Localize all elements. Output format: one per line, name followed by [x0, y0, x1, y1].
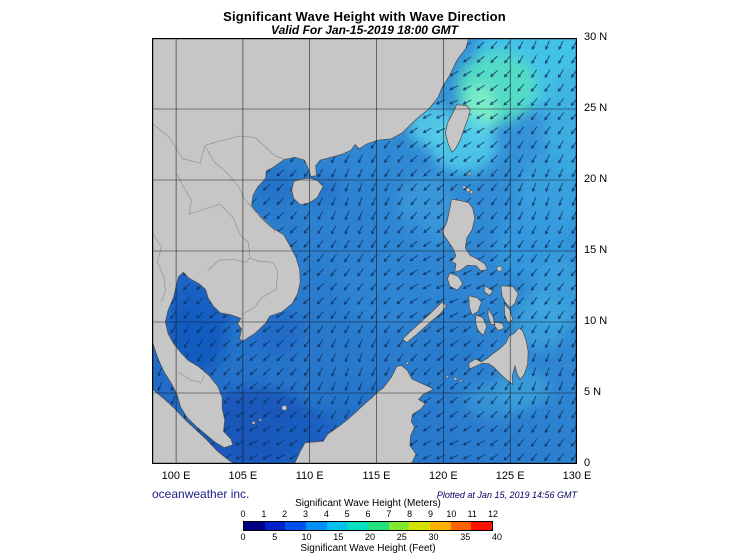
- map-area: [152, 38, 577, 464]
- meter-tick-label: 11: [467, 509, 477, 519]
- meter-tick-label: 5: [344, 509, 350, 519]
- meter-tick-label: 6: [365, 509, 371, 519]
- country-border: [204, 145, 276, 233]
- lon-tick-label: 110 E: [295, 470, 324, 482]
- feet-tick-label: 20: [364, 532, 376, 542]
- meter-tick-label: 8: [407, 509, 413, 519]
- land-mindoro: [447, 272, 464, 291]
- land-palawan: [402, 301, 448, 344]
- map-canvas: [152, 38, 577, 464]
- small-island: [467, 171, 472, 176]
- oceanweather-credit: oceanweather inc.: [152, 487, 250, 501]
- lat-tick-label: 20 N: [584, 173, 608, 185]
- feet-tick-label: 0: [240, 532, 246, 542]
- colorbar-segment: [388, 522, 410, 530]
- meter-tick-label: 0: [240, 509, 246, 519]
- feet-tick-label: 30: [428, 532, 439, 542]
- small-island: [496, 266, 503, 272]
- small-island: [469, 190, 474, 194]
- colorbar-segment: [471, 522, 493, 530]
- meter-tick-label: 9: [427, 509, 434, 519]
- land-luzon: [441, 198, 489, 273]
- colorbar-segment: [430, 522, 451, 530]
- feet-tick-label: 15: [333, 532, 344, 542]
- feet-tick-label: 5: [272, 532, 278, 542]
- lon-tick-label: 105 E: [228, 470, 258, 482]
- chart-title: Significant Wave Height with Wave Direct…: [223, 9, 506, 24]
- land-cebu: [487, 307, 496, 326]
- country-border: [240, 257, 278, 316]
- colorbar-title-meters: Significant Wave Height (Meters): [295, 498, 441, 509]
- feet-tick-label: 25: [396, 532, 407, 542]
- feet-tick-label: 35: [460, 532, 471, 542]
- small-island: [453, 377, 458, 381]
- meter-tick-label: 10: [446, 509, 457, 519]
- meter-tick-label: 4: [323, 509, 329, 519]
- meter-tick-label: 12: [487, 509, 499, 519]
- land-samar: [500, 285, 519, 309]
- country-border: [152, 122, 206, 164]
- lon-tick-label: 130 E: [562, 470, 592, 482]
- small-island: [281, 405, 288, 411]
- meter-tick-label: 2: [282, 509, 288, 519]
- colorbar-segment: [409, 522, 431, 530]
- small-island: [405, 361, 409, 365]
- colorbar-gradient: [243, 521, 493, 531]
- lon-tick-label: 125 E: [495, 470, 525, 482]
- lon-tick-label: 100 E: [161, 470, 191, 482]
- feet-tick-label: 40: [491, 532, 503, 542]
- land-bohol: [494, 321, 505, 331]
- colorbar-segment: [285, 522, 307, 530]
- lat-tick-label: 30 N: [584, 31, 608, 43]
- small-island: [459, 379, 463, 383]
- country-border: [207, 257, 251, 272]
- colorbar-meter-ticks: 0 1 2 3 4 5 6 7 8 9 10 11 12: [240, 509, 498, 520]
- lon-tick-label: 120 E: [428, 470, 458, 482]
- map-frame: [152, 38, 577, 464]
- lat-tick-label: 0: [584, 457, 591, 469]
- colorbar-segment: [264, 522, 286, 530]
- country-border: [205, 135, 284, 159]
- lat-tick-label: 5 N: [584, 386, 602, 398]
- land-borneo: [293, 364, 435, 464]
- small-island: [258, 418, 262, 422]
- chart-subtitle: Valid For Jan-15-2019 18:00 GMT: [271, 23, 458, 37]
- colorbar-segment: [368, 522, 389, 530]
- land-masbate: [483, 285, 494, 297]
- meter-tick-label: 7: [386, 509, 392, 519]
- colorbar-segment: [306, 522, 327, 530]
- lat-tick-label: 15 N: [584, 244, 608, 256]
- small-island: [251, 421, 256, 425]
- colorbar-segment: [244, 522, 265, 530]
- meter-tick-label: 3: [302, 509, 309, 519]
- land-taiwan: [445, 104, 471, 153]
- country-border: [177, 371, 205, 383]
- land-sumatra: [152, 388, 236, 464]
- plotted-timestamp: Plotted at Jan 15, 2019 14:56 GMT: [436, 490, 577, 500]
- meter-tick-label: 1: [261, 509, 267, 519]
- colorbar-segment: [347, 522, 369, 530]
- small-island: [465, 187, 471, 193]
- land-mindanao: [468, 327, 529, 386]
- country-border: [177, 174, 251, 259]
- colorbar-feet-ticks: 0 5 10 15 20 25 30 35 40: [240, 532, 502, 543]
- lon-tick-label: 115 E: [362, 470, 391, 482]
- colorbar-segment: [450, 522, 472, 530]
- lat-tick-label: 10 N: [584, 315, 608, 327]
- small-island: [445, 375, 449, 379]
- country-border: [152, 232, 166, 303]
- graticule-grid: [152, 38, 577, 464]
- colorbar-title-feet: Significant Wave Height (Feet): [300, 543, 436, 554]
- land-panay: [468, 295, 482, 316]
- lat-tick-label: 25 N: [584, 102, 608, 114]
- feet-tick-label: 10: [301, 532, 312, 542]
- small-island: [462, 185, 466, 189]
- colorbar-segment: [326, 522, 348, 530]
